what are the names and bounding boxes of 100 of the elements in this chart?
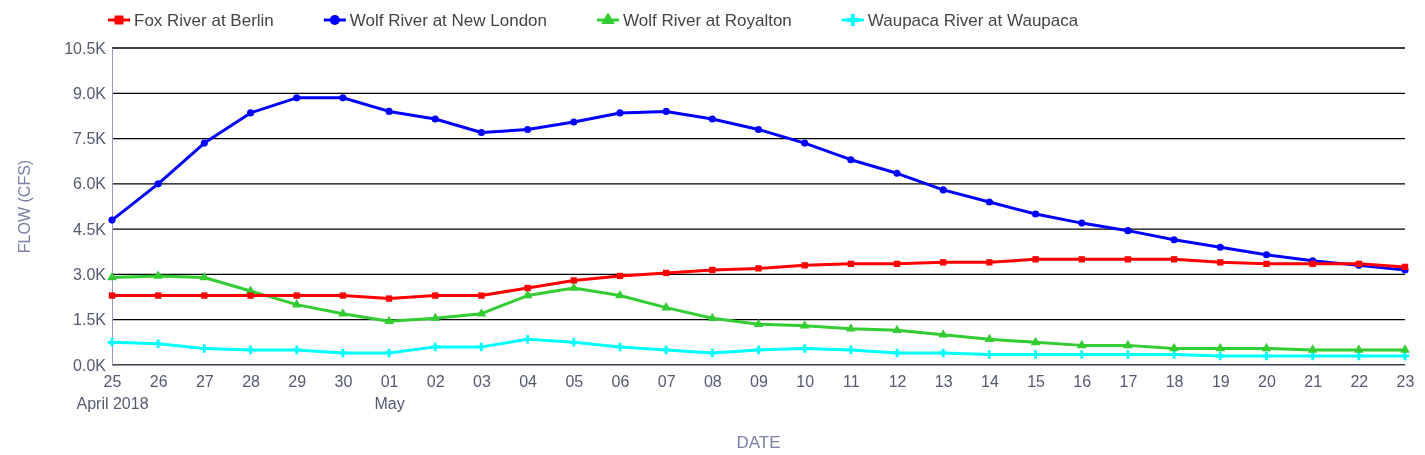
point xyxy=(1216,351,1225,361)
point xyxy=(291,299,302,308)
x-tick-label: 14 xyxy=(980,373,999,390)
point xyxy=(801,139,809,147)
point xyxy=(1076,339,1087,349)
point xyxy=(615,290,625,299)
x-tick-label: 08 xyxy=(703,373,722,390)
point xyxy=(155,292,162,299)
point xyxy=(570,118,578,126)
point xyxy=(708,348,717,358)
point xyxy=(1262,251,1271,259)
point xyxy=(1400,344,1410,353)
x-tick-label: 21 xyxy=(1304,373,1323,390)
point xyxy=(799,320,810,329)
point xyxy=(246,109,255,117)
point xyxy=(432,292,439,299)
x-tick-label: 07 xyxy=(657,373,676,390)
point xyxy=(1216,243,1224,251)
point xyxy=(939,186,947,194)
point xyxy=(940,259,947,266)
point xyxy=(476,308,487,317)
point xyxy=(568,282,579,291)
point xyxy=(246,345,255,355)
point xyxy=(569,338,579,347)
point xyxy=(938,329,949,338)
point xyxy=(1170,256,1178,263)
point xyxy=(153,270,163,279)
x-tick-label: 04 xyxy=(519,373,538,390)
point xyxy=(708,115,716,123)
point xyxy=(1307,344,1318,353)
point xyxy=(893,169,901,177)
point xyxy=(1215,342,1226,352)
x-tick-label: 29 xyxy=(288,373,307,390)
point xyxy=(108,292,116,299)
x-tick-label: 23 xyxy=(1396,373,1415,390)
point xyxy=(616,272,624,280)
point xyxy=(154,180,162,188)
x-tick-label: 22 xyxy=(1350,373,1369,390)
point xyxy=(846,323,856,332)
point xyxy=(1262,351,1271,361)
point xyxy=(385,295,393,302)
point xyxy=(709,266,716,274)
legend-label: Wolf River at Royalton xyxy=(623,11,792,30)
legend-label: Waupaca River at Waupaca xyxy=(867,11,1079,30)
point xyxy=(201,292,208,299)
point xyxy=(293,292,300,299)
point xyxy=(1078,219,1086,227)
point xyxy=(431,115,439,123)
point xyxy=(1030,336,1041,346)
x-tick-label: 30 xyxy=(334,373,353,390)
point xyxy=(570,277,577,284)
point xyxy=(524,125,532,134)
point xyxy=(108,216,116,224)
point xyxy=(1354,344,1364,353)
x-tick-label: 28 xyxy=(242,373,261,390)
point xyxy=(107,271,117,281)
point xyxy=(431,342,440,352)
x-tick-label: 18 xyxy=(1165,373,1184,390)
point xyxy=(984,333,995,343)
point xyxy=(754,345,763,355)
point xyxy=(339,94,347,102)
x-tick-label: 27 xyxy=(195,373,214,390)
point xyxy=(430,312,441,321)
point xyxy=(1124,227,1132,235)
point xyxy=(753,318,764,328)
point xyxy=(893,260,901,268)
point xyxy=(1263,260,1270,268)
y-tick-label: 9.0K xyxy=(73,84,107,102)
x-tick-label: 05 xyxy=(565,373,584,390)
x-tick-label: 19 xyxy=(1211,373,1230,390)
point xyxy=(662,269,670,277)
point xyxy=(662,107,670,115)
point xyxy=(801,262,808,269)
point xyxy=(892,324,902,334)
y-tick-label: 3.0K xyxy=(73,266,107,284)
point xyxy=(1124,256,1132,263)
point xyxy=(1170,236,1178,244)
point xyxy=(847,260,855,268)
point xyxy=(293,94,301,102)
y-tick-label: 6.0K xyxy=(73,175,107,193)
x-tick-label: 01 May xyxy=(374,373,405,412)
point xyxy=(522,290,533,299)
point xyxy=(985,198,993,206)
x-tick-label: 17 xyxy=(1119,373,1138,390)
point xyxy=(1078,256,1085,263)
point xyxy=(616,109,624,117)
point xyxy=(1169,342,1179,352)
y-tick-label: 4.5K xyxy=(73,220,107,238)
point xyxy=(524,284,531,292)
point xyxy=(986,259,993,266)
x-tick-label: 02 xyxy=(426,373,445,390)
x-tick-label: 25 April 2018 xyxy=(76,373,149,412)
point xyxy=(800,344,809,353)
point xyxy=(200,139,208,147)
x-tick-label: 26 xyxy=(149,373,168,390)
point xyxy=(477,342,486,352)
x-tick-label: 13 xyxy=(934,373,953,390)
y-tick-label: 7.5K xyxy=(73,130,107,148)
point xyxy=(200,344,209,353)
x-tick-label: 06 xyxy=(611,373,630,390)
